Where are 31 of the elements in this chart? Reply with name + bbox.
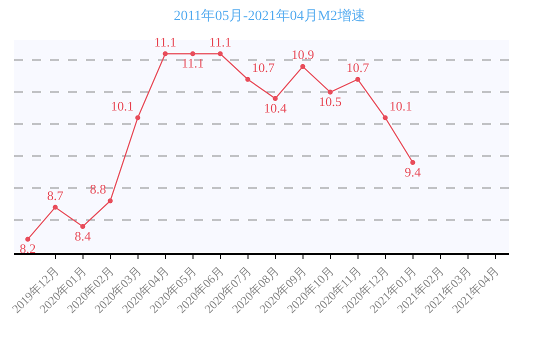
point bbox=[25, 236, 30, 242]
data-label: 10.1 bbox=[389, 98, 412, 114]
chart-title: 2011年05月-2021年04月M2增速 bbox=[174, 8, 366, 24]
point bbox=[328, 90, 333, 95]
point bbox=[135, 115, 140, 120]
point bbox=[218, 51, 223, 56]
data-label: 10.4 bbox=[264, 100, 288, 116]
data-label: 8.2 bbox=[20, 241, 36, 256]
point bbox=[272, 96, 278, 102]
point bbox=[245, 76, 250, 82]
point bbox=[80, 224, 86, 229]
data-label: 11.1 bbox=[154, 34, 176, 50]
data-label: 8.4 bbox=[74, 228, 92, 244]
point bbox=[108, 198, 113, 204]
data-label: 10.5 bbox=[318, 94, 342, 110]
data-label: 8.7 bbox=[47, 188, 64, 203]
data-label: 10.9 bbox=[291, 47, 314, 62]
data-label: 10.7 bbox=[346, 60, 370, 75]
data-label: 10.1 bbox=[110, 98, 134, 114]
point bbox=[300, 64, 306, 70]
point bbox=[382, 115, 388, 120]
point bbox=[355, 76, 360, 82]
data-label: 9.4 bbox=[404, 164, 422, 180]
data-label: 8.8 bbox=[90, 181, 106, 196]
point bbox=[190, 51, 196, 56]
data-label: 10.7 bbox=[252, 60, 276, 75]
data-label: 11.1 bbox=[209, 34, 232, 50]
point bbox=[410, 160, 416, 165]
point bbox=[162, 51, 168, 56]
point bbox=[52, 204, 58, 210]
data-label: 11.1 bbox=[182, 56, 204, 71]
